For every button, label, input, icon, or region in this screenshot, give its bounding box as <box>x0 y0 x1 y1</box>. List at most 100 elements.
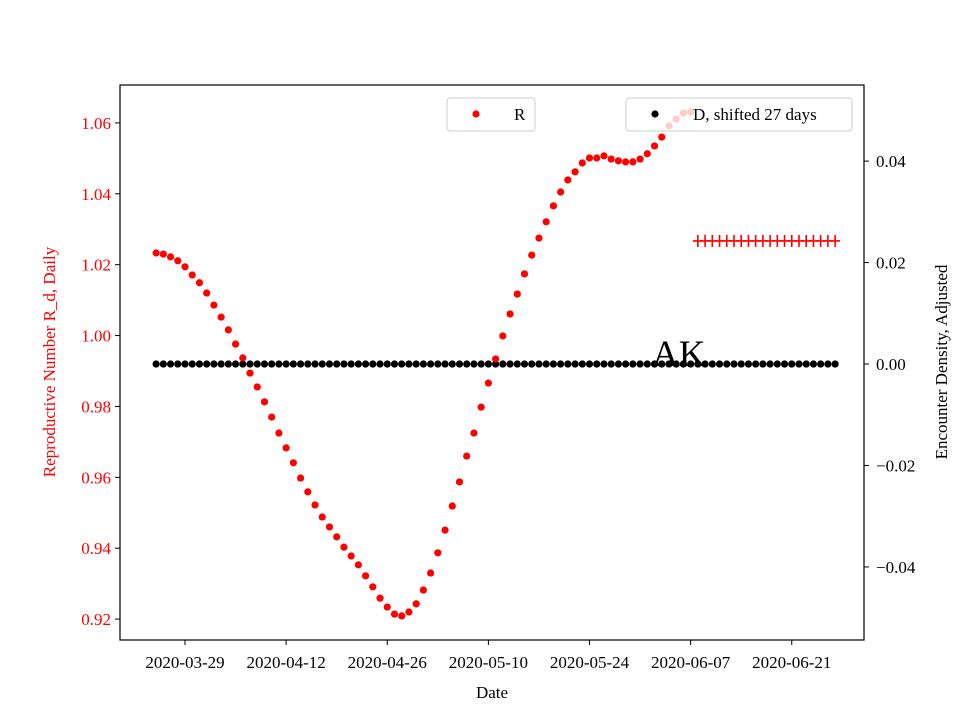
data-point <box>383 603 391 611</box>
data-point <box>520 270 529 278</box>
data-point <box>470 429 478 437</box>
data-point <box>614 157 623 165</box>
data-point <box>564 176 572 184</box>
data-point <box>311 360 319 368</box>
data-point <box>766 360 774 368</box>
data-point <box>268 360 276 368</box>
legend-marker <box>651 110 659 118</box>
data-point <box>585 360 594 368</box>
y-tick-label-left: 0.92 <box>81 610 111 629</box>
data-point <box>817 360 825 368</box>
data-point <box>231 340 240 348</box>
data-point <box>195 360 204 368</box>
data-point <box>376 594 384 602</box>
y-tick-label-left: 1.00 <box>81 327 111 346</box>
data-point <box>239 360 247 368</box>
data-point <box>347 552 355 560</box>
data-point <box>253 360 261 368</box>
data-point <box>217 360 225 368</box>
data-point <box>181 360 189 368</box>
x-tick-label: 2020-06-07 <box>651 653 731 672</box>
data-point <box>643 150 651 158</box>
data-point <box>188 360 196 368</box>
legend-layer: R D, shifted 27 days <box>446 97 853 132</box>
data-point <box>405 608 413 616</box>
data-point <box>333 360 341 368</box>
data-point <box>427 360 435 368</box>
data-point <box>361 572 370 580</box>
y-tick-label-left: 0.96 <box>81 468 111 487</box>
data-point <box>780 360 789 368</box>
data-point <box>795 360 803 368</box>
data-point <box>340 360 348 368</box>
data-point <box>499 332 507 340</box>
data-point <box>448 360 456 368</box>
data-point <box>636 155 644 163</box>
y-tick-label-right: 0.02 <box>876 254 906 273</box>
data-point <box>788 360 796 368</box>
data-point <box>224 326 232 334</box>
data-point <box>549 360 557 368</box>
y-tick-label-right: 0.00 <box>876 355 906 374</box>
data-point <box>325 523 334 531</box>
legend-box <box>446 97 536 132</box>
data-point <box>557 188 565 196</box>
data-point <box>658 360 666 368</box>
data-point <box>419 586 427 594</box>
data-point <box>571 360 579 368</box>
data-point <box>448 502 456 510</box>
data-point <box>650 360 659 368</box>
data-point <box>564 360 572 368</box>
data-point <box>773 360 781 368</box>
data-point <box>614 360 623 368</box>
data-point <box>246 369 254 377</box>
data-point <box>383 360 391 368</box>
data-point <box>434 549 442 557</box>
data-point <box>672 360 680 368</box>
data-point <box>809 360 818 368</box>
data-point <box>824 360 832 368</box>
data-point <box>607 360 615 368</box>
data-point <box>629 158 637 166</box>
data-point <box>289 459 297 467</box>
data-point <box>730 360 738 368</box>
data-point <box>477 360 485 368</box>
data-point <box>434 360 442 368</box>
data-point <box>159 360 167 368</box>
data-point <box>217 313 225 321</box>
legend-marker <box>472 110 480 118</box>
data-point <box>398 612 406 620</box>
y-axis-label-left: Reproductive Number R_d, Daily <box>40 246 59 477</box>
data-point <box>390 610 399 618</box>
data-point <box>715 360 724 368</box>
data-point <box>528 251 536 259</box>
data-point <box>231 360 240 368</box>
data-point <box>759 360 767 368</box>
data-point <box>405 360 413 368</box>
data-point <box>528 360 536 368</box>
data-point <box>246 360 254 368</box>
data-point <box>737 360 745 368</box>
legend-1: D, shifted 27 days <box>625 97 853 132</box>
data-point <box>347 360 355 368</box>
data-point <box>159 250 167 258</box>
data-point <box>296 360 305 368</box>
y-tick-label-left: 0.98 <box>81 397 111 416</box>
data-point <box>181 263 189 271</box>
data-point <box>463 452 471 460</box>
series-2 <box>152 360 839 368</box>
data-point <box>260 360 269 368</box>
data-point <box>441 526 449 534</box>
data-point <box>166 360 175 368</box>
data-point <box>535 360 543 368</box>
data-point <box>419 360 427 368</box>
data-point <box>484 379 492 387</box>
data-point <box>203 289 211 297</box>
data-point <box>318 360 326 368</box>
legend-label: R <box>514 105 526 124</box>
data-point <box>492 355 500 363</box>
data-point <box>268 413 276 421</box>
data-point <box>253 383 261 391</box>
data-point <box>174 257 182 265</box>
data-point <box>463 360 471 368</box>
